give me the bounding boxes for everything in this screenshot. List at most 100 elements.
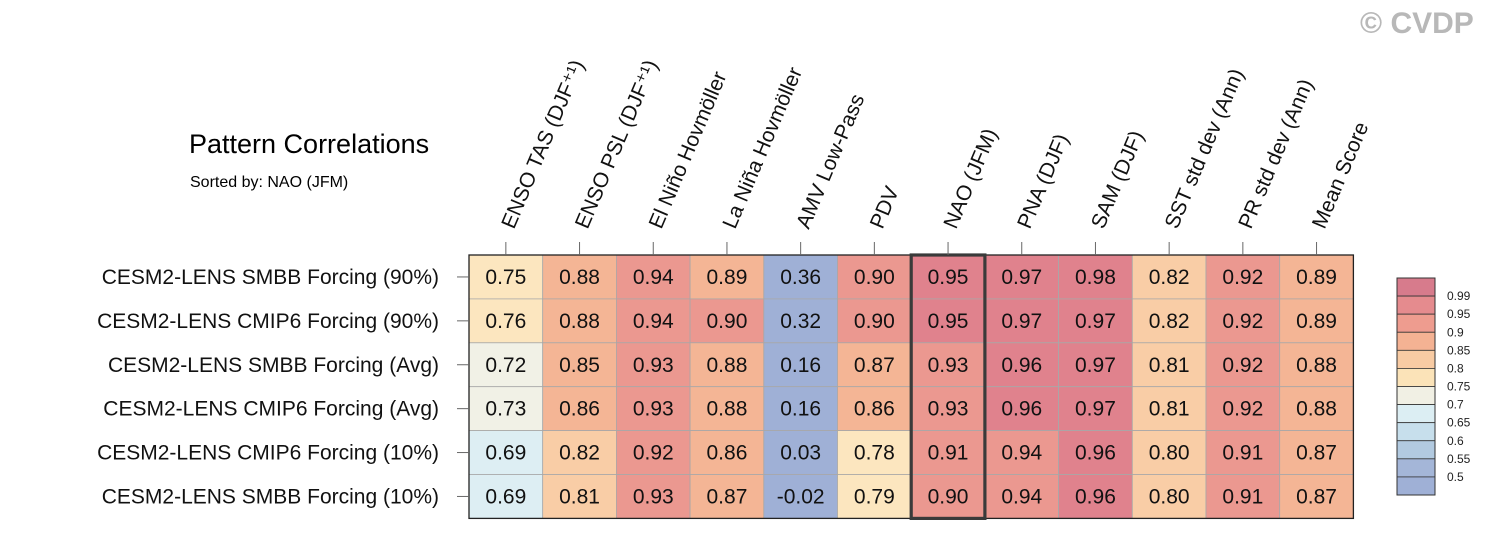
cell-value-label: 0.69 [485, 442, 526, 465]
cell-value-label: 0.86 [854, 398, 895, 421]
cell-value-label: 0.76 [485, 310, 526, 333]
heatmap-cell [984, 474, 1060, 519]
cell-value-label: 0.87 [854, 354, 895, 377]
column-label: La Niña Hovmöller [718, 64, 807, 232]
cell-value-label: 0.94 [633, 310, 674, 333]
heatmap-cell [763, 430, 838, 475]
colorbar-swatch [1396, 295, 1436, 315]
cell-value-label: 0.32 [780, 310, 821, 333]
cell-value-label: 0.94 [1001, 442, 1042, 465]
heatmap-cell [837, 474, 912, 519]
colorbar-frame [1396, 277, 1436, 496]
heatmap-cell [542, 430, 617, 475]
cell-value-label: 0.87 [1296, 442, 1337, 465]
cell-value-label: 0.93 [928, 354, 969, 377]
cell-value-label: 0.78 [854, 442, 895, 465]
cell-value-label: 0.79 [854, 485, 895, 508]
heatmap-cell [984, 298, 1060, 344]
heatmap-cell [1131, 298, 1207, 344]
chart-title: Pattern Correlations [189, 129, 429, 159]
cell-value-label: 0.92 [1222, 354, 1263, 377]
heatmap-cell [1058, 298, 1133, 344]
colorbar: 0.99 0.95 0.9 0.85 0.8 0.75 0.7 0.65 0.6 0.55 0.5 [1396, 277, 1471, 496]
cell-value-label: 0.97 [1075, 398, 1116, 421]
heatmap-cell [1279, 342, 1354, 388]
heatmap-cell [1131, 386, 1207, 432]
column-label: PDV [866, 183, 904, 232]
cell-value-label: 0.88 [707, 398, 748, 421]
cell-value-label: 0.90 [928, 485, 969, 508]
cell-value-label: 0.72 [485, 354, 526, 377]
cell-value-label: 0.95 [928, 266, 969, 289]
heatmap-cell [468, 474, 544, 519]
heatmap-cell [837, 430, 912, 475]
cell-value-label: 0.97 [1001, 310, 1042, 333]
cell-value-label: 0.93 [633, 354, 674, 377]
cell-value-label: 0.93 [633, 398, 674, 421]
cell-value-label: 0.94 [1001, 485, 1042, 508]
colorbar-tick-label: 0.75 [1447, 380, 1471, 394]
heatmap-cell [542, 386, 617, 432]
cell-value-label: 0.94 [633, 266, 674, 289]
colorbar-swatch [1396, 440, 1436, 460]
heatmap-cell [837, 298, 912, 344]
heatmap-cell [689, 298, 765, 344]
heatmap-cell [689, 386, 765, 432]
column-label: SAM (DJF) [1087, 127, 1149, 232]
heatmap-cell [689, 254, 765, 300]
cell-value-label: -0.02 [777, 485, 825, 508]
heatmap-cell [837, 386, 912, 432]
row-label: CESM2-LENS SMBB Forcing (90%) [102, 266, 439, 289]
cell-value-label: 0.89 [707, 266, 748, 289]
heatmap-cell [910, 342, 986, 388]
heatmap-cell [1131, 254, 1207, 300]
heatmap-cell [1205, 430, 1281, 475]
heatmap-cell [468, 342, 544, 388]
cell-value-label: 0.93 [633, 485, 674, 508]
cell-value-label: 0.92 [1222, 398, 1263, 421]
colorbar-tick-label: 0.7 [1447, 398, 1464, 412]
colorbar-tick-label: 0.99 [1447, 289, 1471, 303]
cell-value-label: 0.88 [559, 266, 600, 289]
cell-value-label: 0.82 [1149, 266, 1190, 289]
colorbar-tick-label: 0.55 [1447, 452, 1471, 466]
cell-value-label: 0.36 [780, 266, 821, 289]
colorbar-swatch [1396, 349, 1436, 369]
colorbar-swatch [1396, 458, 1436, 478]
heatmap-cell [616, 430, 691, 475]
watermark-text: © CVDP [1360, 7, 1474, 40]
cell-value-label: 0.03 [780, 442, 821, 465]
colorbar-swatch [1396, 404, 1436, 424]
colorbar-tick-label: 0.5 [1447, 470, 1464, 484]
colorbar-tick-label: 0.95 [1447, 307, 1471, 321]
heatmap-cell [542, 254, 617, 300]
cell-value-label: 0.97 [1001, 266, 1042, 289]
cell-value-label: 0.91 [1222, 442, 1263, 465]
cell-value-label: 0.81 [559, 485, 600, 508]
cell-value-label: 0.89 [1296, 310, 1337, 333]
heatmap-cell [616, 386, 691, 432]
cell-value-label: 0.81 [1149, 398, 1190, 421]
cell-value-label: 0.93 [928, 398, 969, 421]
cell-value-label: 0.92 [1222, 266, 1263, 289]
colorbar-swatch [1396, 368, 1436, 387]
column-label: Mean Score [1308, 119, 1373, 232]
cell-value-label: 0.91 [1222, 485, 1263, 508]
colorbar-tick-label: 0.6 [1447, 434, 1464, 448]
cell-value-label: 0.80 [1149, 442, 1190, 465]
colorbar-tick-label: 0.9 [1447, 325, 1464, 339]
cell-value-label: 0.95 [928, 310, 969, 333]
heatmap-cell [1131, 474, 1207, 519]
heatmap-cell [984, 430, 1060, 475]
cell-value-label: 0.88 [1296, 398, 1337, 421]
column-label: PNA (DJF) [1013, 131, 1073, 232]
cell-value-label: 0.75 [485, 266, 526, 289]
cell-value-label: 0.82 [559, 442, 600, 465]
column-label: NAO (JFM) [939, 125, 1002, 232]
cell-value-label: 0.90 [707, 310, 748, 333]
row-label: CESM2-LENS CMIP6 Forcing (90%) [97, 310, 439, 333]
cell-value-label: 0.16 [780, 354, 821, 377]
cell-value-label: 0.86 [707, 442, 748, 465]
colorbar-swatch [1396, 277, 1436, 297]
